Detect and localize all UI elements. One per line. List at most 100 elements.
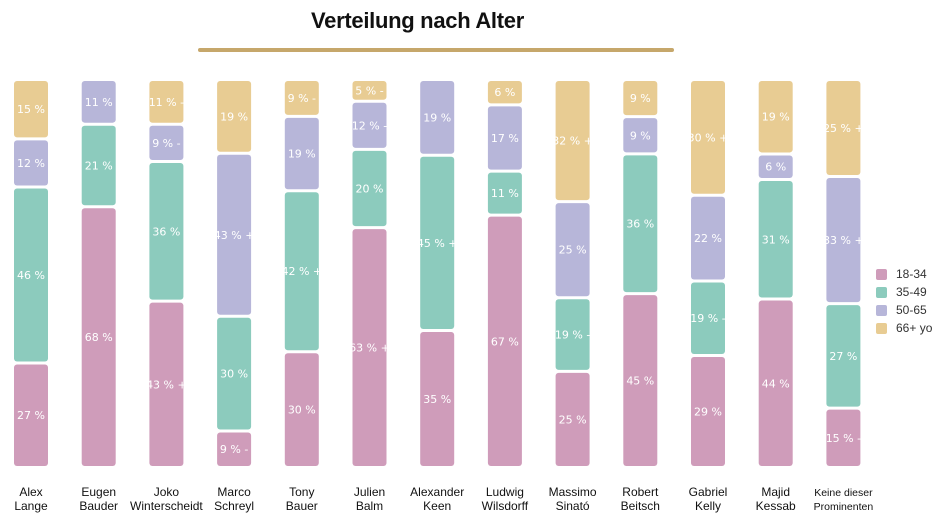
- category-label: Beitsch: [621, 499, 660, 513]
- legend-label-66-plus: 66+ yo: [896, 321, 933, 335]
- bar-segment-35-49-5: [352, 150, 387, 227]
- bar-segment-66-yo-11: [758, 81, 793, 153]
- chart-title: Verteilung nach Alter: [311, 8, 524, 33]
- data-label: 19 %: [762, 111, 790, 124]
- bar-segment-50-65-12: [826, 178, 861, 303]
- category-label: Bauder: [79, 499, 118, 513]
- data-label: 11 %: [491, 187, 519, 200]
- bar-segment-35-49-6: [420, 156, 455, 330]
- bar-segment-66-yo-0: [14, 81, 48, 138]
- data-label: 68 %: [85, 331, 113, 344]
- data-label: 31 %: [762, 233, 790, 246]
- data-label: 36 %: [626, 218, 654, 231]
- bar-segment-18-34-4: [284, 353, 319, 466]
- category-label: Joko: [154, 485, 180, 499]
- bar-segment-18-34-5: [352, 229, 387, 466]
- legend-label-35-49: 35-49: [896, 285, 927, 299]
- data-label: 17 %: [491, 132, 519, 145]
- data-label: 21 %: [85, 159, 113, 172]
- bar-segment-18-34-12: [826, 409, 861, 466]
- category-label: Winterscheidt: [130, 499, 203, 513]
- data-label: 19 %: [423, 111, 451, 124]
- data-label: 25 %: [559, 244, 587, 257]
- data-label: 32 % +: [552, 135, 593, 148]
- bar-segment-66-yo-9: [623, 81, 658, 116]
- legend-swatch-66-plus: [876, 322, 887, 334]
- category-label: Massimo: [549, 485, 597, 499]
- bar-segment-66-yo-3: [217, 81, 252, 152]
- legend-swatch-50-65: [876, 304, 887, 316]
- data-label: 45 % +: [417, 237, 458, 250]
- category-label: Lange: [14, 499, 48, 513]
- category-label: Schreyl: [214, 499, 254, 513]
- bar-segment-18-34-11: [758, 300, 793, 466]
- data-label: 43 % +: [146, 378, 187, 391]
- legend-label-50-65: 50-65: [896, 303, 927, 317]
- bar-segment-18-34-0: [14, 364, 48, 466]
- bar-segment-35-49-4: [284, 192, 319, 351]
- data-label: 20 %: [356, 183, 384, 196]
- bar-segment-35-49-1: [81, 125, 116, 206]
- data-label: 22 %: [694, 232, 722, 245]
- data-label: 45 %: [626, 375, 654, 388]
- bar-segment-18-34-1: [81, 208, 116, 466]
- category-label: Kelly: [695, 499, 721, 513]
- bar-segment-50-65-4: [284, 117, 319, 190]
- category-label: Julien: [354, 485, 385, 499]
- bar-segment-35-49-12: [826, 305, 861, 407]
- data-label: 43 % +: [214, 229, 255, 242]
- category-label: Wilsdorff: [482, 499, 529, 513]
- data-label: 9 % -: [220, 443, 248, 456]
- data-label: 6 %: [494, 86, 515, 99]
- bar-segment-50-65-0: [14, 140, 48, 186]
- bar-segment-50-65-2: [149, 125, 184, 160]
- legend-item-35-49: 35-49: [876, 283, 932, 301]
- data-label: 67 %: [491, 335, 519, 348]
- data-label: 27 %: [829, 350, 857, 363]
- bar-segment-35-49-11: [758, 181, 793, 298]
- bar-segment-50-65-5: [352, 102, 387, 148]
- data-label: 11 % -: [149, 96, 184, 109]
- bar-segment-50-65-10: [691, 196, 725, 280]
- data-label: 11 %: [85, 96, 113, 109]
- bar-segment-35-49-9: [623, 155, 658, 293]
- data-label: 15 %: [17, 103, 45, 116]
- data-label: 44 %: [762, 377, 790, 390]
- data-label: 25 % +: [823, 122, 864, 135]
- bar-segment-66-yo-8: [555, 81, 590, 201]
- bar-segment-66-yo-10: [691, 81, 725, 194]
- legend-swatch-18-34: [876, 268, 887, 280]
- category-label: Gabriel: [689, 485, 728, 499]
- data-label: 30 % +: [688, 131, 729, 144]
- data-label: 29 %: [694, 405, 722, 418]
- category-label: Marco: [217, 485, 251, 499]
- data-label: 42 % +: [281, 265, 322, 278]
- bar-segment-18-34-9: [623, 295, 658, 466]
- category-label: Alex: [19, 485, 42, 499]
- bar-segment-35-49-10: [691, 282, 725, 354]
- data-label: 35 %: [423, 393, 451, 406]
- category-label: Alexander: [410, 485, 464, 499]
- data-label: 15 % -: [826, 432, 861, 445]
- category-label: Sinató: [556, 499, 590, 513]
- data-label: 63 % +: [349, 342, 390, 355]
- legend-label-18-34: 18-34: [896, 267, 927, 281]
- bar-segment-66-yo-4: [284, 81, 319, 115]
- category-label: Balm: [356, 499, 383, 513]
- category-label: Kessab: [756, 499, 796, 513]
- data-label: 46 %: [17, 269, 45, 282]
- bar-segment-66-yo-7: [487, 81, 522, 104]
- data-label: 12 % -: [352, 119, 387, 132]
- bar-segment-18-34-10: [691, 356, 725, 466]
- bar-segment-18-34-7: [487, 216, 522, 466]
- category-label: Keine dieser: [814, 487, 873, 499]
- bar-segment-18-34-3: [217, 432, 252, 466]
- bar-segment-50-65-11: [758, 155, 793, 178]
- data-label: 30 %: [288, 404, 316, 417]
- bar-segment-35-49-2: [149, 162, 184, 300]
- bar-segment-35-49-0: [14, 188, 48, 362]
- bar-segment-50-65-9: [623, 118, 658, 153]
- category-label: Tony: [289, 485, 314, 499]
- category-label: Keen: [423, 499, 451, 513]
- bar-segment-18-34-2: [149, 302, 184, 466]
